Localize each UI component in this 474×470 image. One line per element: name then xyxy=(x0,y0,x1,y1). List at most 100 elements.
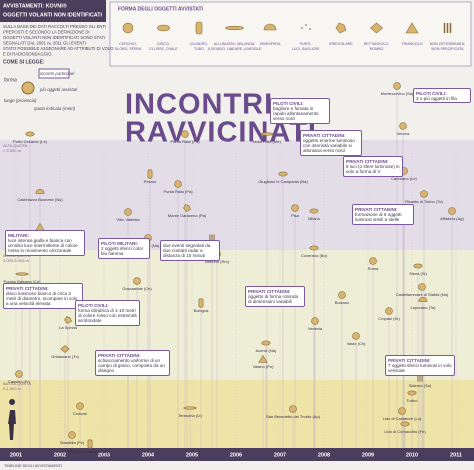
shape-legend-box xyxy=(109,1,472,67)
shape-icon xyxy=(122,22,134,34)
shape-icon xyxy=(64,316,72,324)
note-source: PILOTI CIVILI: xyxy=(273,100,304,106)
sighting-label: Pescara Cassese (Sv) xyxy=(70,449,110,454)
shape-icon xyxy=(258,354,268,363)
shape-icon xyxy=(68,431,76,439)
note: PRIVATI CITTADINI: oggetto enorme luminos… xyxy=(300,130,362,156)
sighting-label: Monte Garaceno (Pa) xyxy=(168,213,207,218)
note: PRIVATI CITTADINI: 7 oggetti sferici lumi… xyxy=(385,355,455,376)
zone-label: > 5.000 m xyxy=(3,148,22,153)
intro-text: E DI RADIOSONDAGGIO. xyxy=(3,52,53,57)
year-label: 2006 xyxy=(230,452,242,458)
shape-icon xyxy=(400,421,410,427)
shape-icon xyxy=(147,169,153,179)
year-label: 2009 xyxy=(362,452,374,458)
note-text: formazione di 6 oggetti luminosi simili … xyxy=(355,211,402,222)
sighting-label: Pesaro xyxy=(144,179,157,184)
legend-special xyxy=(38,68,70,79)
note: PRIVATI CITTADINI: schiacciamento uniform… xyxy=(95,350,170,376)
note-source: PILOTI CIVILI: xyxy=(78,302,109,308)
shape-label: ALLUNGATA, OBLUNGA, xyxy=(214,42,255,46)
sighting-label: Ricadia di Torino (To) xyxy=(405,199,443,204)
shape-icon xyxy=(448,207,456,215)
note-text: 2 oggetti sferici color blu fiamma xyxy=(101,245,144,256)
shape-icon xyxy=(133,277,141,285)
note: due eventi segnalati da due contatti rad… xyxy=(160,240,220,261)
note-text: forma cilindrica di 1-10 metri di colore… xyxy=(78,307,137,324)
note: MILITARI: luce intensa gialla e bianca co… xyxy=(5,230,85,256)
sighting-label: Punta Raisi (Pa) xyxy=(163,189,193,194)
note-text: oggetto di forma rotonda di dimensioni v… xyxy=(248,293,299,304)
sighting-label: Giugliano in Campania (Na) xyxy=(258,179,308,184)
shape-label: LUCI, BAGLIORI xyxy=(292,47,319,51)
sighting-label: Orbassano (To) xyxy=(51,354,79,359)
intro-text: STATO POSSIBILE ASSEGNARE AD ATTRIBUTI D… xyxy=(3,46,114,51)
shape-icon xyxy=(15,272,29,276)
sighting-label: Crotone xyxy=(73,411,88,416)
shape-icon xyxy=(405,22,419,34)
shape-icon xyxy=(195,21,203,35)
main-title: INCONTRI xyxy=(125,89,273,121)
note-source: PILOTI CIVILI: xyxy=(416,90,447,96)
shape-icon xyxy=(124,208,132,216)
note-source: PRIVATI CITTADINI: xyxy=(6,285,49,291)
shape-icon xyxy=(309,245,319,251)
note: PILOTI CIVILI: forma cilindrica di 1-10 m… xyxy=(75,300,140,326)
legend-label: incontri particolari xyxy=(40,71,75,76)
shape-label: CILINDRO, xyxy=(190,42,208,46)
shape-icon xyxy=(260,132,274,136)
shape-icon xyxy=(385,307,393,315)
year-label: 2005 xyxy=(186,452,198,458)
sighting-label: Acerra (Na) xyxy=(256,348,277,353)
note-text: schiacciamento uniforme di un campo di g… xyxy=(98,357,165,374)
zone-label: BASSA QUOTA xyxy=(3,381,31,386)
sighting-label: Carenano (Le) xyxy=(391,176,417,181)
sighting-label: Roma xyxy=(368,266,379,271)
sighting-label: Salerno (Sa) xyxy=(409,383,432,388)
shape-label: ELLISSE, OVALE xyxy=(149,47,178,51)
shape-icon xyxy=(418,296,428,302)
sighting-label: Torino xyxy=(407,398,419,403)
sighting-label: Porto Cesareo (Le) xyxy=(13,139,48,144)
how-to-read-title: COME SI LEGGE: xyxy=(3,59,45,65)
shape-legend-title: FORMA DEGLI OGGETTI AVVISTATI xyxy=(118,6,204,12)
shape-icon xyxy=(413,263,423,269)
shape-icon xyxy=(60,345,70,353)
shape-label: NON DETERMINATA, xyxy=(430,42,465,46)
sighting-label: Vibo Valentia xyxy=(116,217,140,222)
note-source: PILOTI MILITARI: xyxy=(101,240,139,246)
sighting-label: Stradella (Pv) xyxy=(60,440,85,445)
legend-label: forma xyxy=(4,77,17,83)
shape-icon xyxy=(35,188,45,194)
shape-label: ROMBO xyxy=(370,47,384,51)
note-source: PRIVATI CITTADINI: xyxy=(355,206,398,212)
intro-text: SEGNALATI DAL 2001 AL 2011 GLI EVENTI xyxy=(3,41,86,46)
note-text: oggetto enorme luminoso con intensità va… xyxy=(303,137,355,154)
intro-text: SULLA BASE DEI DATI RACCOLTI PRESSO GLI … xyxy=(3,24,106,29)
year-label: 2011 xyxy=(450,452,462,458)
year-label: 2002 xyxy=(54,452,66,458)
legend-label: quota indicata (metri) xyxy=(34,106,76,111)
note-text: due eventi segnalati da due contatti rad… xyxy=(163,242,211,258)
shape-label: TUBO xyxy=(194,47,204,51)
note: PRIVATI CITTADINI: formazione di 6 oggett… xyxy=(352,204,414,225)
header-title: AVVISTAMENTI: KOVNI® xyxy=(3,2,67,9)
shape-icon xyxy=(443,23,452,33)
shape-icon xyxy=(393,82,401,90)
shape-icon xyxy=(76,402,84,410)
header-title: OGGETTI VOLANTI NON IDENTIFICATI xyxy=(3,12,103,18)
shape-label: DISCO, xyxy=(157,42,169,46)
legend-label: luogo (provincia) xyxy=(4,98,37,103)
year-label: 2010 xyxy=(406,452,418,458)
sighting-label: Bolzano xyxy=(335,300,350,305)
legend-icon xyxy=(21,81,35,95)
shape-icon xyxy=(25,131,35,137)
year-label: 2003 xyxy=(98,452,110,458)
shape-icon xyxy=(418,283,426,291)
sighting-label: Lido di Camaiore (Lu) xyxy=(383,416,422,421)
shape-label: PUNTI, xyxy=(300,42,312,46)
sighting-label: Verona xyxy=(397,131,410,136)
shape-icon xyxy=(183,204,191,212)
zone-low xyxy=(0,380,474,448)
